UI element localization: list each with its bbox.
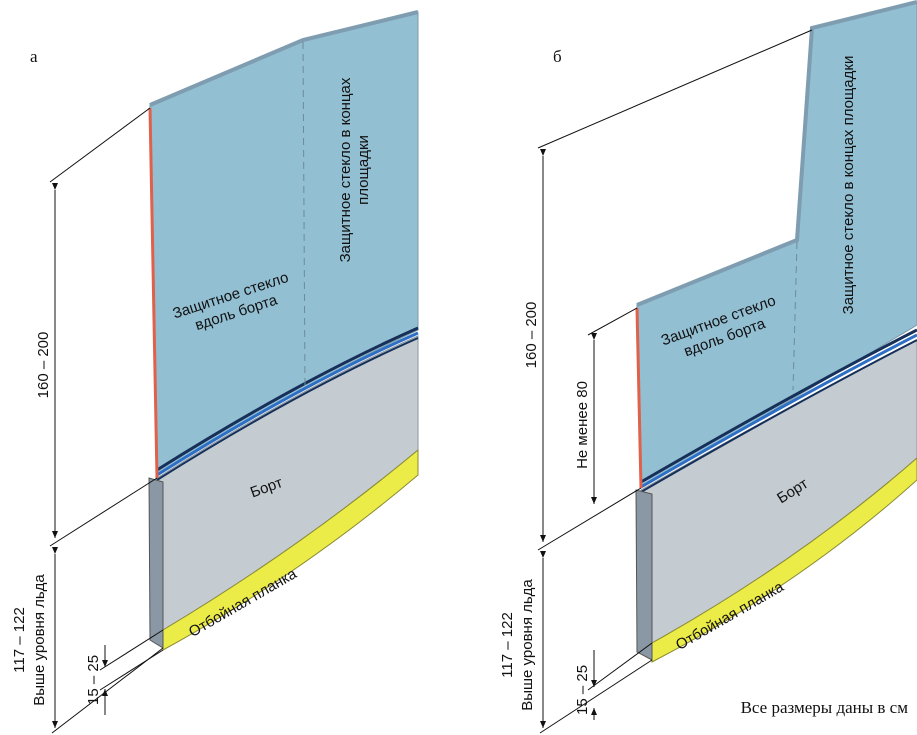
dimension-label: Выше уровня льда	[31, 574, 48, 706]
divider	[302, 41, 306, 391]
extension-line	[99, 649, 164, 691]
band	[156, 331, 419, 477]
extension-line	[537, 29, 813, 149]
dimension-label: 160 – 200	[35, 332, 52, 399]
dimension-label: 117 – 122	[11, 607, 28, 673]
extension-line	[99, 629, 164, 671]
board-end	[635, 489, 653, 661]
glass-label: Защитное стекло в концахплощадки	[337, 77, 372, 262]
band	[156, 337, 419, 481]
band	[640, 328, 917, 484]
panel-a: а 160 – 200 117 – 122 Выше уровня льда 1…	[11, 10, 419, 734]
extension-line	[49, 477, 158, 547]
extension-line	[587, 307, 638, 336]
extension-line	[539, 659, 653, 734]
glass-top	[149, 10, 419, 107]
extension-line	[49, 107, 151, 183]
extension-line	[537, 487, 642, 551]
band	[156, 326, 419, 472]
dimension-label: 15 – 25	[85, 655, 102, 705]
board-end	[148, 477, 164, 649]
glass-top	[636, 0, 917, 307]
divider	[792, 241, 798, 391]
glass-edge	[635, 307, 643, 489]
dimension-label: Не менее 80	[574, 381, 591, 469]
glass-label: Защитное стекло в концах площадки	[840, 56, 857, 315]
fender	[162, 448, 419, 651]
band	[640, 333, 917, 489]
panel-b: б 160 – 200 Не менее 80 117 – 122 Выше у…	[499, 0, 917, 734]
dimension-label: Выше уровня льда	[519, 579, 536, 711]
dimension-label: 117 – 122	[499, 612, 516, 678]
panel-label: б	[553, 47, 562, 66]
panel-label: а	[30, 47, 38, 66]
dimension-label: 160 – 200	[523, 302, 540, 369]
dimension-label: 15 – 25	[574, 665, 591, 715]
glass-edge	[148, 107, 159, 479]
extension-line	[587, 642, 653, 691]
fender	[651, 457, 917, 663]
band	[640, 339, 917, 493]
note: Все размеры даны в см	[741, 698, 909, 717]
